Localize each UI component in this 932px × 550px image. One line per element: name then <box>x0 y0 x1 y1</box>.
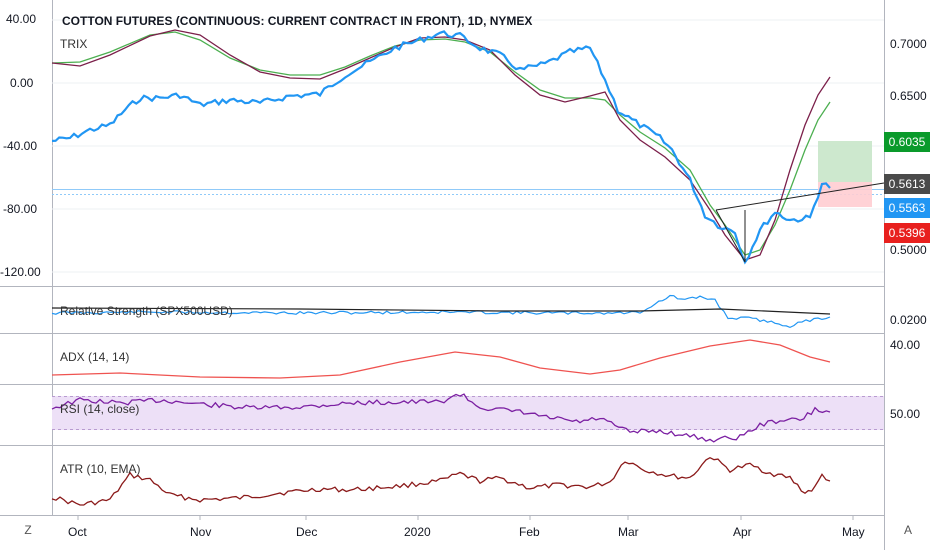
right-axis-label: 0.5000 <box>890 243 927 257</box>
trix-fast-line <box>51 29 831 261</box>
zoom-reset-button[interactable]: Z <box>24 523 32 537</box>
relative-strength-legend[interactable]: Relative Strength (SPX500USD) <box>60 304 233 318</box>
trendline-drawing[interactable] <box>715 182 885 211</box>
time-axis-label: Oct <box>68 525 87 539</box>
right-axis-label: 0.7000 <box>890 37 927 51</box>
close-price-tag: 0.5563 <box>884 198 930 218</box>
left-axis-label: 40.00 <box>6 12 37 26</box>
rsi-legend[interactable]: RSI (14, close) <box>60 402 140 416</box>
time-axis-label: Nov <box>190 525 212 539</box>
time-axis-label: May <box>842 525 865 539</box>
left-axis-label: -120.00 <box>0 265 41 279</box>
left-axis-label: -80.00 <box>3 202 38 216</box>
left-axis-label: 0.00 <box>10 76 34 90</box>
adx-axis-label: 40.00 <box>890 338 921 352</box>
measure-line-diagonal[interactable] <box>715 209 746 263</box>
time-axis-label: Apr <box>733 525 752 539</box>
target-price-tag: 0.6035 <box>884 132 930 152</box>
left-axis-label: -40.00 <box>3 139 38 153</box>
adx-legend[interactable]: ADX (14, 14) <box>60 350 130 364</box>
rsi-band <box>52 396 884 430</box>
time-axis-label: Dec <box>296 525 318 539</box>
grid <box>52 19 884 273</box>
time-axis-label: Feb <box>519 525 540 539</box>
trix-legend[interactable]: TRIX <box>60 37 88 51</box>
time-axis-ticks <box>77 515 854 520</box>
adx-line <box>51 339 831 379</box>
relative-strength-average-line <box>51 307 831 315</box>
rsi-axis-label: 50.00 <box>890 407 921 421</box>
atr-legend[interactable]: ATR (10, EMA) <box>60 462 141 476</box>
auto-scale-button[interactable]: A <box>903 523 912 537</box>
panel-frames <box>0 0 885 550</box>
stop-price-tag: 0.5396 <box>884 223 930 243</box>
relative-strength-axis-label: 0.0200 <box>890 313 927 327</box>
rsi-line <box>51 393 831 443</box>
right-axis-label: 0.6500 <box>890 89 927 103</box>
atr-line <box>51 456 831 506</box>
last-price-tag: 0.5613 <box>884 174 930 194</box>
time-axis-label: 2020 <box>404 525 431 539</box>
chart-title: COTTON FUTURES (CONTINUOUS: CURRENT CONT… <box>62 14 533 28</box>
target-zone[interactable] <box>818 141 872 182</box>
price-line <box>51 30 831 265</box>
time-axis-label: Mar <box>618 525 639 539</box>
